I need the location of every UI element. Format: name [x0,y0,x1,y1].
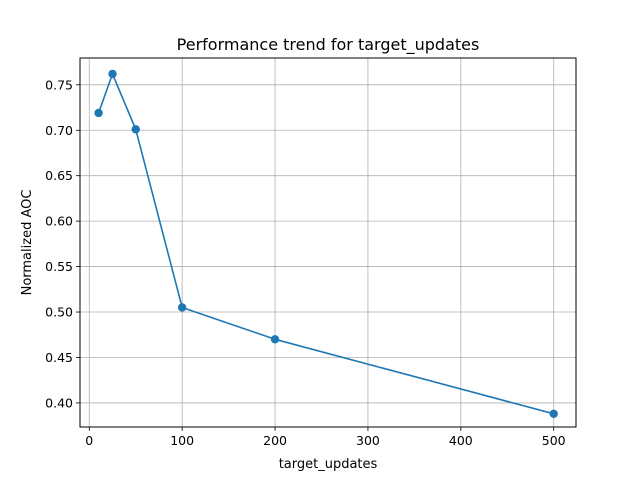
data-point [549,409,558,419]
x-tick-label: 100 [170,433,194,448]
x-tick-label: 500 [542,433,566,448]
series-line [97,73,554,415]
data-point [131,125,140,134]
y-tick-label: 0.70 [45,123,73,138]
x-tick-label: 300 [356,433,380,448]
y-tick-label: 0.50 [45,305,73,320]
x-tick-label: 0 [85,433,93,448]
chart-title: Performance trend for target_updates [177,35,480,55]
y-tick-label: 0.65 [45,168,73,183]
x-axis-ticks: 0 100 200 300 400 500 [85,427,566,448]
y-tick-label: 0.45 [45,350,73,365]
y-tick-label: 0.75 [45,77,73,92]
data-point [177,303,187,312]
y-tick-label: 0.40 [45,395,73,410]
plot-frame [79,57,577,428]
grid-lines [80,58,576,427]
y-tick-label: 0.60 [45,214,73,229]
x-axis-label: target_updates [279,457,378,472]
x-tick-label: 400 [449,433,473,448]
y-tick-label: 0.55 [45,259,73,274]
data-point [94,108,103,118]
plot-series [94,69,558,419]
y-axis-ticks: 0.40 0.45 0.50 0.55 0.60 0.65 0.70 0.75 [45,77,80,410]
data-point [108,69,117,79]
x-tick-label: 200 [263,433,287,448]
y-axis-label: Normalized AOC [20,190,35,296]
data-point [270,335,280,344]
